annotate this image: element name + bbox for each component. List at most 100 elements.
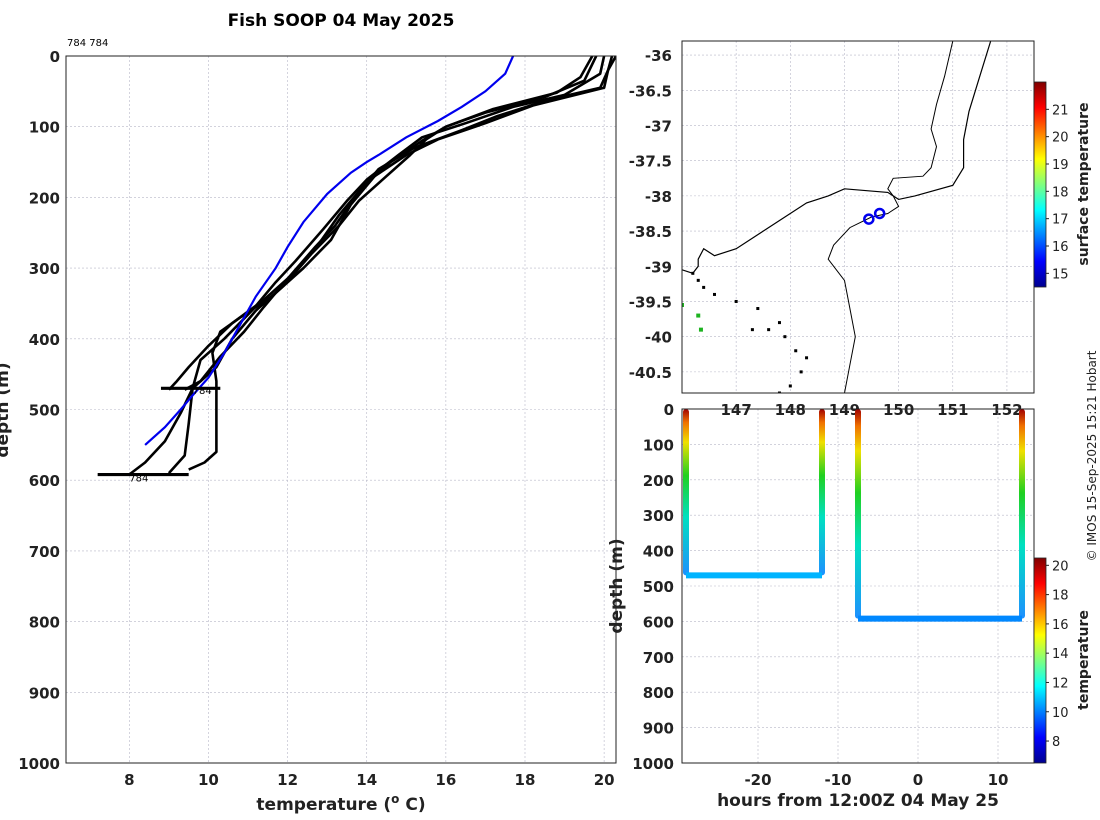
credit-text: © IMOS 15-Sep-2025 15:21 Hobart <box>1085 350 1099 561</box>
x-tick-label: 20 <box>594 771 615 789</box>
timeseries-y-label: depth (m) <box>607 538 627 633</box>
profile-line-drop-3 <box>188 56 616 471</box>
surface-colorbar-tick-label: 20 <box>1052 131 1069 146</box>
xlabel-main: temperature ( <box>256 795 391 815</box>
x-tick-label: 16 <box>435 771 456 789</box>
y-tick-label: 800 <box>29 614 60 632</box>
surface-colorbar-tick-label: 18 <box>1052 185 1069 200</box>
surface-temperature-point <box>698 327 703 332</box>
xlabel-degree: o <box>391 792 399 806</box>
x-tick-label: 12 <box>277 771 298 789</box>
map-y-tick-label: -38 <box>645 188 672 206</box>
ts-y-tick-label: 500 <box>643 578 674 596</box>
ts-y-tick-label: 0 <box>664 401 674 419</box>
surface-colorbar-tick-label: 21 <box>1052 103 1069 118</box>
map-y-tick-label: -36 <box>645 47 672 65</box>
temperature-colorbar-tick-label: 16 <box>1052 618 1069 633</box>
surface-temperature-colorbar <box>1033 81 1047 288</box>
y-tick-label: 900 <box>29 684 60 702</box>
map-y-tick-label: -37.5 <box>629 153 672 171</box>
temperature-colorbar-tick-label: 12 <box>1052 676 1069 691</box>
surface-colorbar-tick-label: 17 <box>1052 213 1069 228</box>
profile-line-drop-5 <box>167 56 598 391</box>
profile-panel: 8 10 12 14 16 18 20010020030040050060070080090… <box>0 11 617 815</box>
island-mark <box>702 285 706 289</box>
temperature-colorbar-tick-label: 14 <box>1052 647 1069 662</box>
temperature-colorbar-tick-label: 10 <box>1052 706 1069 721</box>
ts-y-tick-label: 1000 <box>632 755 674 773</box>
ts-x-tick-label: 0 <box>913 771 923 789</box>
surface-colorbar-tick-label: 16 <box>1052 240 1069 255</box>
surface-temperature-point <box>696 313 701 318</box>
map-x-tick-label: 148 <box>775 401 806 419</box>
profile-tick-labels: 8 10 12 14 16 18 20010020030040050060070080090… <box>18 48 614 789</box>
y-tick-label: 600 <box>29 472 60 490</box>
map-x-tick-label: 151 <box>937 401 968 419</box>
island-mark <box>696 278 700 282</box>
profile-x-label: temperature (o C) <box>256 792 425 815</box>
map-y-tick-label: -40 <box>645 329 672 347</box>
map-y-tick-label: -39 <box>645 258 672 276</box>
ts-x-tick-label: 10 <box>988 771 1009 789</box>
profile-labels: 784 784 <box>129 386 211 485</box>
surface-colorbar-tick-label: 15 <box>1052 267 1069 282</box>
timeseries-tick-labels: -20 -10 0 100100200300400500600700800900100… <box>632 401 1008 789</box>
profile-label: 784 <box>193 386 212 397</box>
map-content <box>682 41 992 393</box>
ts-y-tick-label: 700 <box>643 649 674 667</box>
drop-location-marker <box>863 213 875 225</box>
ts-y-tick-label: 300 <box>643 507 674 525</box>
y-tick-label: 1000 <box>18 755 60 773</box>
map-y-tick-label: -39.5 <box>629 293 672 311</box>
map-y-tick-label: -40.5 <box>629 364 672 382</box>
profile-line-drop-2 <box>128 56 606 476</box>
profile-frame <box>65 55 617 764</box>
profile-line-drop-4 <box>184 56 614 391</box>
island-mark <box>756 307 760 311</box>
temperature-colorbar-ticks: 8 10 12 14 16 18 20 <box>1046 559 1069 750</box>
ts-vertical-leg <box>1019 409 1025 619</box>
profile-label: 784 <box>129 474 148 485</box>
temperature-colorbar-label: temperature <box>1076 610 1092 710</box>
map-y-tick-label: -36.5 <box>629 82 672 100</box>
island-mark <box>783 335 787 339</box>
surface-colorbar-tick-label: 19 <box>1052 158 1069 173</box>
map-panel: 147 148 149 150 151 152-36-36.5-37-37.5-38-38… <box>629 40 1092 419</box>
island-mark <box>794 349 798 353</box>
coastline <box>682 41 992 275</box>
y-tick-label: 100 <box>29 119 60 137</box>
ts-vertical-leg <box>855 409 861 619</box>
xlabel-tail: C) <box>399 795 425 815</box>
surface-colorbar-label: surface temperature <box>1076 102 1092 265</box>
x-tick-label: 18 <box>515 771 536 789</box>
temperature-colorbar-tick-label: 20 <box>1052 559 1069 574</box>
ts-x-tick-label: -10 <box>824 771 851 789</box>
surface-temperature-point <box>682 303 684 307</box>
island-mark <box>788 384 792 388</box>
y-tick-label: 700 <box>29 543 60 561</box>
island-mark <box>777 321 781 325</box>
island-mark <box>777 391 781 393</box>
temperature-colorbar-tick-label: 18 <box>1052 589 1069 604</box>
ts-vertical-leg <box>683 409 689 576</box>
chart-title: Fish SOOP 04 May 2025 <box>228 11 455 31</box>
temperature-colorbar <box>1033 557 1047 764</box>
island-mark <box>805 356 809 360</box>
island-mark <box>712 292 716 296</box>
map-x-tick-label: 147 <box>720 401 751 419</box>
map-y-tick-label: -38.5 <box>629 223 672 241</box>
profile-line-drop-1 <box>167 56 594 474</box>
profile-series <box>97 56 616 477</box>
map-x-tick-label: 150 <box>883 401 914 419</box>
timeseries-panel: -20 -10 0 100100200300400500600700800900100… <box>607 401 1092 811</box>
temperature-colorbar-tick-label: 8 <box>1052 735 1060 750</box>
x-tick-label: 10 <box>198 771 219 789</box>
timeseries-x-label: hours from 12:00Z 04 May 25 <box>717 791 999 811</box>
x-tick-label: 14 <box>356 771 377 789</box>
y-tick-label: 0 <box>50 48 60 66</box>
top-note: 784 784 <box>67 38 108 49</box>
profile-grid <box>66 55 616 764</box>
y-tick-label: 300 <box>29 260 60 278</box>
map-x-tick-label: 149 <box>829 401 860 419</box>
